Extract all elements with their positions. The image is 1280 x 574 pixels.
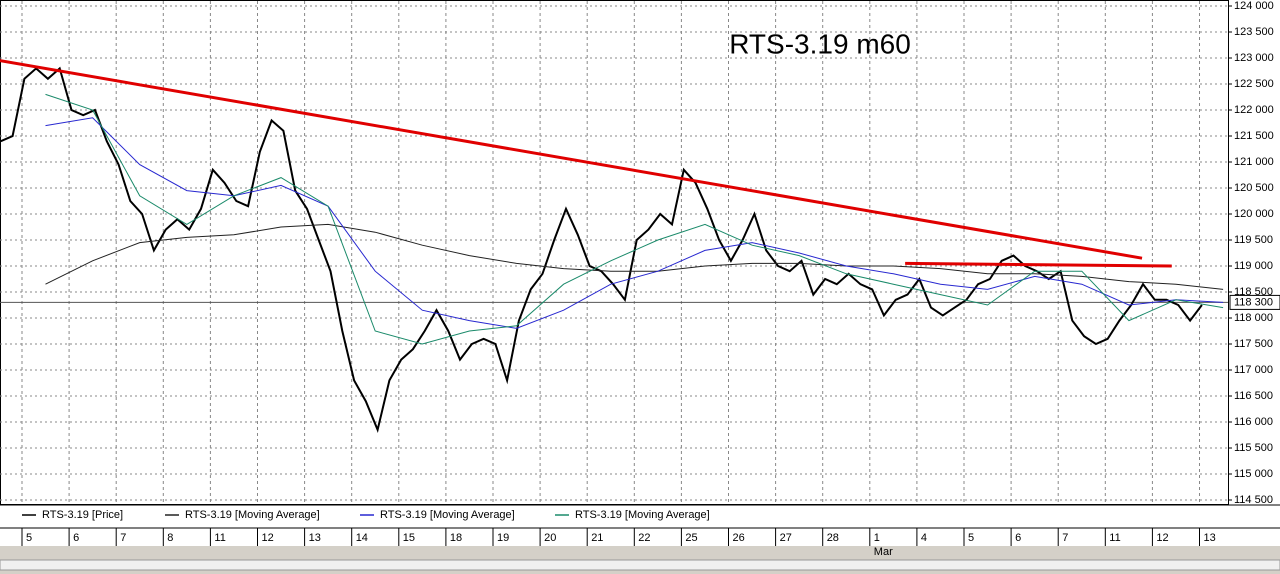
y-tick-label: 120 000 xyxy=(1234,208,1274,220)
x-tick-label: 12 xyxy=(261,532,273,544)
x-tick-label: 11 xyxy=(214,532,225,544)
x-tick-label: 8 xyxy=(167,532,173,544)
y-tick-label: 122 500 xyxy=(1234,78,1274,90)
y-tick-label: 121 000 xyxy=(1234,156,1274,168)
month-label: Mar xyxy=(874,546,893,558)
y-tick-label: 116 000 xyxy=(1234,416,1273,428)
y-tick-label: 116 500 xyxy=(1234,390,1273,402)
x-tick-label: 6 xyxy=(73,532,79,544)
x-tick-label: 25 xyxy=(685,532,697,544)
legend-label: RTS-3.19 [Price] xyxy=(42,509,123,521)
trend-line xyxy=(905,261,1172,268)
scroll-track xyxy=(0,559,1280,571)
x-tick-label: 11 xyxy=(1109,532,1120,544)
chart-title: RTS-3.19 m60 xyxy=(729,28,911,59)
moving-average-line xyxy=(45,223,1224,290)
moving-average-line xyxy=(45,117,1224,329)
y-tick-label: 117 000 xyxy=(1234,364,1273,376)
x-tick-label: 7 xyxy=(1062,532,1068,544)
x-tick-label: 15 xyxy=(403,532,415,544)
y-tick-label: 121 500 xyxy=(1234,130,1274,142)
y-tick-label: 120 500 xyxy=(1234,182,1274,194)
x-tick-label: 21 xyxy=(591,532,603,544)
y-tick-label: 117 500 xyxy=(1234,338,1273,350)
y-tick-label: 119 000 xyxy=(1234,260,1273,272)
last-price-label: 118 300 xyxy=(1234,296,1273,308)
x-tick-label: 4 xyxy=(921,532,927,544)
x-tick-label: 19 xyxy=(497,532,509,544)
x-tick-label: 28 xyxy=(827,532,839,544)
x-tick-label: 7 xyxy=(120,532,126,544)
x-tick-label: 14 xyxy=(356,532,368,544)
x-tick-label: 22 xyxy=(638,532,650,544)
legend-label: RTS-3.19 [Moving Average] xyxy=(575,509,710,521)
y-tick-label: 122 000 xyxy=(1234,104,1274,116)
x-tick-label: 13 xyxy=(1204,532,1216,544)
trend-line xyxy=(0,59,1143,260)
y-tick-label: 123 500 xyxy=(1234,26,1274,38)
price-line xyxy=(0,66,1203,434)
y-tick-label: 115 000 xyxy=(1234,468,1273,480)
x-tick-label: 12 xyxy=(1156,532,1168,544)
y-tick-label: 114 500 xyxy=(1234,494,1273,506)
x-tick-label: 18 xyxy=(450,532,462,544)
y-tick-label: 119 500 xyxy=(1234,234,1273,246)
y-tick-label: 123 000 xyxy=(1234,52,1274,64)
y-tick-label: 115 500 xyxy=(1234,442,1273,454)
x-tick-label: 1 xyxy=(874,532,880,544)
x-tick-label: 26 xyxy=(733,532,745,544)
x-tick-label: 6 xyxy=(1015,532,1021,544)
legend-label: RTS-3.19 [Moving Average] xyxy=(185,509,320,521)
x-tick-label: 27 xyxy=(780,532,792,544)
legend-label: RTS-3.19 [Moving Average] xyxy=(380,509,515,521)
y-tick-label: 124 000 xyxy=(1234,0,1274,12)
moving-average-line xyxy=(45,93,1224,345)
x-tick-label: 5 xyxy=(26,532,32,544)
last-price-box xyxy=(1229,294,1280,310)
x-tick-label: 20 xyxy=(544,532,556,544)
x-tick-label: 5 xyxy=(968,532,974,544)
x-tick-label: 13 xyxy=(309,532,321,544)
y-tick-label: 118 000 xyxy=(1234,312,1273,324)
